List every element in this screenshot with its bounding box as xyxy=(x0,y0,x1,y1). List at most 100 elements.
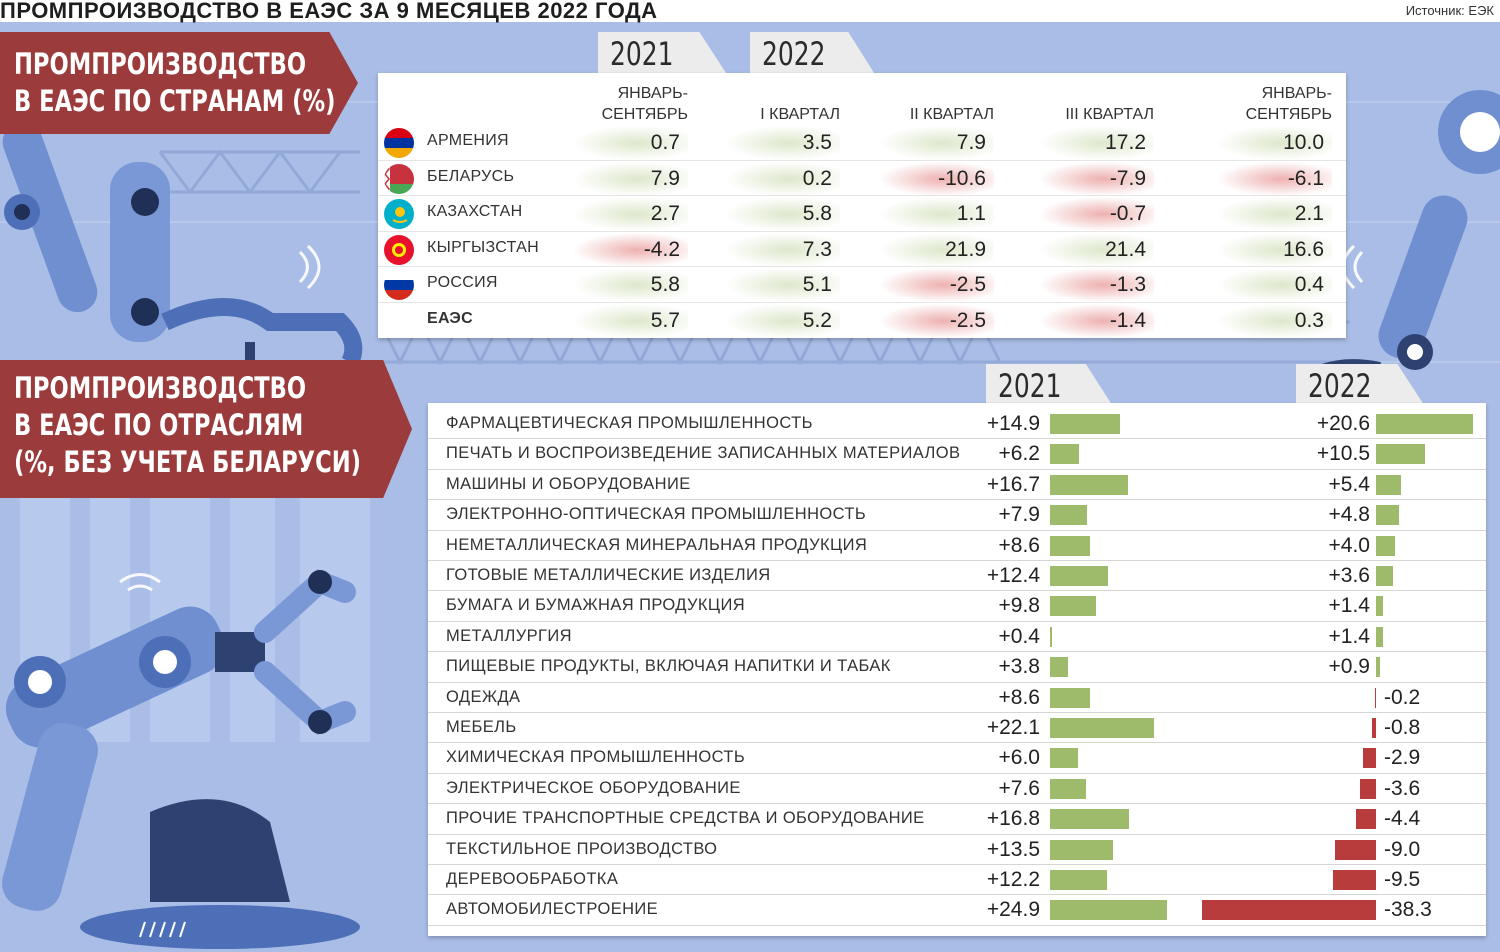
data-label-2022: +10.5 xyxy=(1316,442,1370,466)
section1-title-line: В ЕАЭС ПО СТРАНАМ (%) xyxy=(14,84,336,119)
bar-2021 xyxy=(1050,596,1097,617)
bar-2021 xyxy=(1050,626,1052,647)
data-label-2022: -9.5 xyxy=(1384,868,1421,891)
data-label-2021: +22.1 xyxy=(986,716,1040,739)
table-cell: 1.1 xyxy=(880,197,994,231)
table-row: МЕБЕЛЬ +22.1 -0.8 xyxy=(428,713,1486,744)
data-label-2021: +24.9 xyxy=(986,898,1040,922)
bar-2021 xyxy=(1050,839,1114,860)
data-label-2022: -0.2 xyxy=(1384,685,1421,709)
industry-name: АВТОМОБИЛЕСТРОЕНИЕ xyxy=(446,900,659,919)
table-cell: 5.8 xyxy=(574,268,688,302)
bar-2022 xyxy=(1376,474,1402,495)
table-cell: -1.3 xyxy=(1040,268,1154,302)
industry-name: МЕТАЛЛУРГИЯ xyxy=(446,626,572,645)
industry-name: ЭЛЕКТРОННО-ОПТИЧЕСКАЯ ПРОМЫШЛЕННОСТЬ xyxy=(446,505,867,524)
bar-2021 xyxy=(1050,505,1088,526)
robot-arm-bottom-left-icon xyxy=(2,569,360,949)
data-label-2022: +4.0 xyxy=(1328,533,1370,557)
table-cell: 7.3 xyxy=(726,232,840,267)
table-cell: 21.4 xyxy=(1040,232,1154,267)
bar-2022 xyxy=(1376,596,1383,617)
country-name: АРМЕНИЯ xyxy=(427,132,509,149)
table-cell: -2.5 xyxy=(880,268,994,302)
table-row: ФАРМАЦЕВТИЧЕСКАЯ ПРОМЫШЛЕННОСТЬ +14.9 +20.… xyxy=(428,409,1486,440)
country-name: ЕАЭС xyxy=(427,309,473,327)
bar-2022 xyxy=(1362,748,1376,769)
source-label: Источник: ЕЭК xyxy=(1405,3,1494,18)
data-label-2021: +13.5 xyxy=(986,837,1040,861)
data-label-2022: -3.6 xyxy=(1384,776,1421,800)
russia-flag-icon xyxy=(384,270,414,300)
industry-name: ОДЕЖДА xyxy=(446,687,521,706)
industry-name: ФАРМАЦЕВТИЧЕСКАЯ ПРОМЫШЛЕННОСТЬ xyxy=(446,414,813,432)
bar-2022 xyxy=(1376,657,1381,678)
industries-chart: ФАРМАЦЕВТИЧЕСКАЯ ПРОМЫШЛЕННОСТЬ +14.9 +20.… xyxy=(428,403,1486,936)
country-name: БЕЛАРУСЬ xyxy=(427,167,515,185)
top-bar: ПРОМПРОИЗВОДСТВО В ЕАЭС ЗА 9 МЕСЯЦЕВ 202… xyxy=(0,0,1500,23)
table-row: ПЕЧАТЬ И ВОСПРОИЗВЕДЕНИЕ ЗАПИСАННЫХ МАТЕ… xyxy=(428,439,1486,470)
table-cell: 5.8 xyxy=(726,197,840,231)
table-cell: 21.9 xyxy=(880,232,994,267)
data-label-2021: +8.6 xyxy=(998,533,1040,557)
table-row: ЭЛЕКТРИЧЕСКОЕ ОБОРУДОВАНИЕ +7.6 -3.6 xyxy=(428,774,1486,805)
bar-2021 xyxy=(1050,900,1168,921)
table-cell: 17.2 xyxy=(1040,126,1154,160)
section1-title-line: ПРОМПРОИЗВОДСТВО xyxy=(14,47,307,81)
table-cell: 7.9 xyxy=(574,161,688,196)
column-header: ЯНВАРЬ- СЕНТЯБРЬ xyxy=(601,85,688,123)
data-label-2021: +9.8 xyxy=(998,594,1040,618)
kyrgyzstan-flag-icon xyxy=(384,234,414,265)
table-cell: -0.7 xyxy=(1040,197,1154,231)
bar-2022 xyxy=(1332,870,1376,890)
table-row: АРМЕНИЯ 0.7 3.5 7.9 17.2 10.0 xyxy=(378,125,1346,161)
belarus-flag-icon xyxy=(384,163,414,194)
table-cell: 0.2 xyxy=(726,161,840,196)
country-name: КЫРГЫЗСТАН xyxy=(427,238,539,256)
section2-title-line: В ЕАЭС ПО ОТРАСЛЯМ xyxy=(14,408,304,443)
data-label-2022: -0.8 xyxy=(1384,716,1421,739)
bar-2021 xyxy=(1050,414,1121,434)
table-row: РОССИЯ 5.8 5.1 -2.5 -1.3 0.4 xyxy=(378,267,1346,303)
table-cell: 5.7 xyxy=(574,303,688,338)
bar-2021 xyxy=(1050,809,1129,830)
data-label-2022: +1.4 xyxy=(1328,594,1370,618)
table-cell: 0.4 xyxy=(1218,268,1332,302)
data-label-2022: -38.3 xyxy=(1384,898,1432,922)
industry-name: ЭЛЕКТРИЧЕСКОЕ ОБОРУДОВАНИЕ xyxy=(446,778,741,797)
table-row: БУМАГА И БУМАЖНАЯ ПРОДУКЦИЯ +9.8 +1.4 xyxy=(428,591,1486,622)
page-title: ПРОМПРОИЗВОДСТВО В ЕАЭС ЗА 9 МЕСЯЦЕВ 202… xyxy=(0,0,658,23)
data-label-2022: -9.0 xyxy=(1384,837,1421,861)
bar-2022 xyxy=(1335,839,1376,860)
table-cell: 2.1 xyxy=(1218,197,1332,231)
column-header: III КВАРТАЛ xyxy=(1065,106,1154,123)
table-row: БЕЛАРУСЬ 7.9 0.2 -10.6 -7.9 -6.1 xyxy=(378,161,1346,196)
bar-2022 xyxy=(1376,505,1399,526)
data-label-2021: +8.6 xyxy=(998,685,1040,709)
countries-table: ЯНВАРЬ- СЕНТЯБРЬ I КВАРТАЛ II КВАРТАЛ III К… xyxy=(378,73,1346,338)
table-cell: -2.5 xyxy=(880,303,994,338)
bar-2021 xyxy=(1050,444,1080,465)
column-header: ЯНВАРЬ- СЕНТЯБРЬ xyxy=(1245,85,1332,123)
data-label-2022: +1.4 xyxy=(1328,624,1370,648)
data-label-2021: +7.6 xyxy=(998,776,1040,800)
data-label-2021: +16.8 xyxy=(986,807,1040,831)
bar-2022 xyxy=(1359,778,1376,799)
bar-2021 xyxy=(1050,474,1129,495)
industry-name: ХИМИЧЕСКАЯ ПРОМЫШЛЕННОСТЬ xyxy=(446,748,746,767)
table-cell: 10.0 xyxy=(1218,126,1332,160)
table-cell: 5.2 xyxy=(726,303,840,338)
column-header: I КВАРТАЛ xyxy=(760,106,840,123)
bar-2022 xyxy=(1201,900,1376,921)
robot-arm-top-left-icon xyxy=(2,121,363,372)
industry-name: ГОТОВЫЕ МЕТАЛЛИЧЕСКИЕ ИЗДЕЛИЯ xyxy=(446,566,771,584)
data-label-2021: +16.7 xyxy=(986,472,1040,496)
bar-2022 xyxy=(1372,718,1376,738)
bar-2021 xyxy=(1050,535,1091,556)
section1-title: ПРОМПРОИЗВОДСТВО В ЕАЭС ПО СТРАНАМ (%) xyxy=(0,32,358,134)
data-label-2021: +14.9 xyxy=(986,412,1040,435)
bar-2021 xyxy=(1050,778,1086,799)
section2-title-line: ПРОМПРОИЗВОДСТВО xyxy=(14,371,307,405)
bar-2022 xyxy=(1376,444,1426,465)
section2-title-line: (%, БЕЗ УЧЕТА БЕЛАРУСИ) xyxy=(14,445,361,480)
